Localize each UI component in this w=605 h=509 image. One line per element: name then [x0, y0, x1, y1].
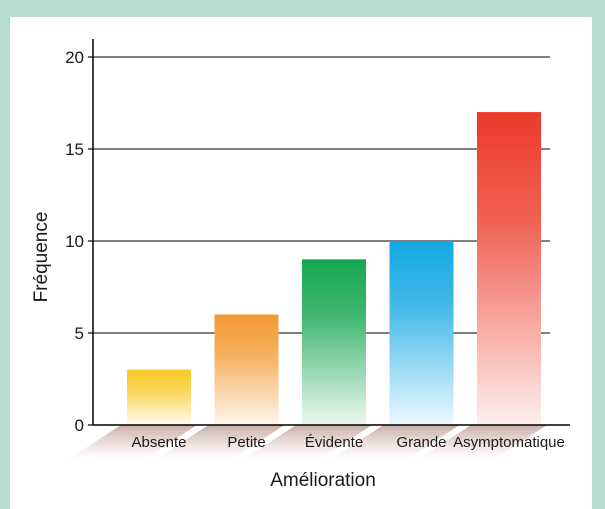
bars — [127, 112, 541, 425]
bar-cap — [127, 369, 191, 373]
bar-shadow — [244, 425, 372, 459]
x-tick-label: Petite — [227, 434, 265, 451]
x-tick-label: Asymptomatique — [453, 434, 565, 451]
y-axis-ticks: 0 5 10 15 20 — [65, 48, 93, 435]
chart-panel: 0 5 10 15 20 Absente Petite Évidente Grande Asym… — [10, 17, 592, 509]
y-tick-label: 0 — [75, 416, 84, 435]
bar-shadow — [419, 425, 547, 459]
x-tick-label: Absente — [131, 434, 186, 451]
bar-shadow — [69, 425, 197, 459]
bar-petite — [214, 314, 279, 425]
bar-cap — [214, 314, 279, 318]
x-axis-label: Amélioration — [270, 470, 376, 491]
x-axis-ticks: Absente Petite Évidente Grande Asymptomatiqu… — [131, 434, 564, 451]
bar-shadow — [156, 425, 285, 459]
bar-absente — [127, 369, 191, 425]
bar-shadows — [69, 425, 547, 459]
y-tick-label: 15 — [65, 140, 84, 159]
bar-évidente — [302, 259, 366, 425]
y-tick-label: 20 — [65, 48, 84, 67]
y-tick-label: 10 — [65, 232, 84, 251]
bar-shadow — [331, 425, 460, 459]
bar-cap — [302, 259, 366, 263]
y-axis-label: Fréquence — [31, 212, 52, 303]
bar-chart: 0 5 10 15 20 Absente Petite Évidente Grande Asym… — [31, 39, 570, 491]
x-tick-label: Évidente — [305, 434, 363, 451]
bar-grande — [389, 241, 454, 425]
bar-cap — [477, 112, 541, 116]
x-tick-label: Grande — [396, 434, 446, 451]
bar-cap — [389, 241, 454, 244]
bar-asymptomatique — [477, 112, 541, 425]
y-tick-label: 5 — [75, 324, 84, 343]
